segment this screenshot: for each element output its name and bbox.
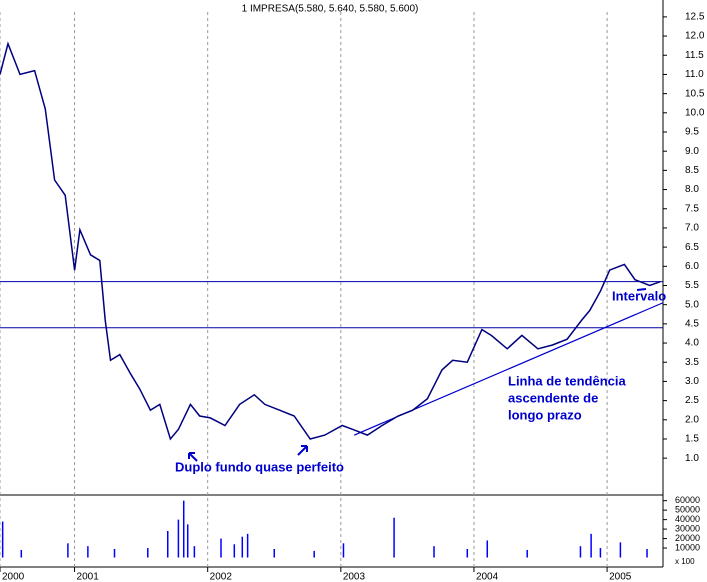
arrow — [188, 452, 198, 462]
x-tick-label: 2004 — [476, 572, 499, 582]
y-tick-label: 7.0 — [685, 223, 699, 234]
volume-tick-label: 50000 — [675, 505, 700, 515]
y-tick-label: 8.5 — [685, 165, 699, 176]
x-tick-label: 2005 — [609, 572, 632, 582]
x-tick-label: 2002 — [210, 572, 233, 582]
volume-bar — [619, 542, 622, 558]
x-tick-label: 2003 — [343, 572, 366, 582]
y-tick-label: 4.5 — [685, 319, 699, 330]
x-tick-label: 2000 — [2, 572, 25, 582]
chart-title: 1 IMPRESA(5.580, 5.640, 5.580, 5.600) — [242, 4, 419, 15]
volume-bar — [87, 546, 89, 558]
y-tick-label: 2.0 — [685, 414, 699, 425]
y-tick-label: 11.5 — [685, 50, 704, 61]
volume-bar — [113, 549, 116, 558]
y-tick-label: 10.0 — [685, 107, 705, 118]
y-tick-label: 4.0 — [685, 338, 699, 349]
volume-bar — [313, 550, 315, 558]
volume-bar — [246, 533, 249, 558]
y-tick-label: 8.0 — [685, 184, 699, 195]
volume-bar — [177, 519, 180, 558]
volume-bar — [186, 524, 189, 558]
volume-bar — [147, 548, 149, 558]
y-tick-label: 12.0 — [685, 31, 705, 42]
x-tick-label: 2001 — [77, 572, 100, 582]
y-tick-label: 9.5 — [685, 127, 699, 138]
volume-bar — [466, 549, 469, 558]
volume-bar — [590, 533, 592, 558]
annotation: Linha de tendência — [508, 373, 627, 388]
volume-bar — [599, 548, 602, 558]
annotation: longo prazo — [508, 407, 582, 422]
annotation: ascendente de — [508, 390, 598, 405]
volume-bar — [486, 540, 489, 558]
arrows — [188, 288, 647, 462]
volume-tick-label: 40000 — [675, 514, 700, 524]
volume-bar — [526, 549, 528, 558]
volume-bar — [220, 538, 222, 558]
volume-bar — [1, 521, 4, 558]
y-tick-label: 11.0 — [685, 69, 704, 80]
volume-tick-label: 20000 — [675, 533, 700, 543]
volume-bar — [193, 546, 196, 558]
volume-bar — [166, 531, 169, 558]
y-tick-label: 5.0 — [685, 299, 699, 310]
volume-bar — [579, 546, 582, 558]
y-tick-label: 5.5 — [685, 280, 699, 291]
volume-tick-label: 30000 — [675, 523, 700, 533]
annotation: Duplo fundo quase perfeito — [175, 459, 344, 474]
y-tick-label: 3.0 — [685, 376, 699, 387]
volume-bar — [241, 536, 244, 558]
arrow — [636, 288, 647, 291]
volume-tick-label: 10000 — [675, 542, 700, 552]
volume-bar — [342, 543, 345, 558]
annotation: Intervalo — [612, 288, 666, 303]
arrow — [297, 445, 308, 456]
volume-unit: x 100 — [675, 557, 695, 566]
y-tick-label: 10.5 — [685, 88, 705, 99]
volume-bar — [646, 549, 648, 558]
y-tick-label: 12.5 — [685, 12, 705, 23]
y-tick-label: 6.0 — [685, 261, 699, 272]
y-tick-label: 6.5 — [685, 242, 699, 253]
y-tick-label: 2.5 — [685, 395, 699, 406]
price-line — [0, 41, 661, 441]
y-tick-label: 9.0 — [685, 146, 699, 157]
volume-bar — [182, 500, 185, 558]
volume-bar — [20, 549, 23, 558]
y-tick-label: 1.0 — [685, 453, 699, 464]
volume-bar — [433, 546, 435, 558]
volume-bar — [273, 549, 276, 558]
volume-bar — [233, 544, 236, 558]
volume-bar — [393, 517, 395, 558]
y-tick-label: 1.5 — [685, 434, 699, 445]
y-tick-label: 7.5 — [685, 203, 699, 214]
y-tick-label: 3.5 — [685, 357, 699, 368]
volume-tick-label: 60000 — [675, 495, 700, 505]
volume-bar — [67, 543, 69, 558]
